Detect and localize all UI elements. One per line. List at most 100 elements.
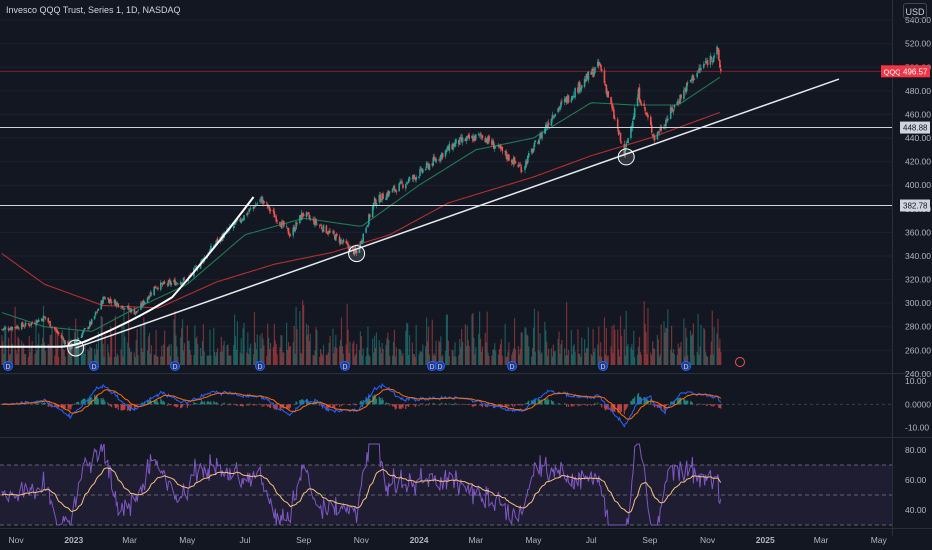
trend-drawings[interactable] [0,78,840,357]
volume-bar [466,325,468,365]
volume-bar [239,352,241,365]
candle-body [84,328,86,329]
candle-body [391,188,394,193]
volume-bar [48,347,50,365]
candle-body [259,199,261,203]
dividend-marker[interactable] [3,361,13,371]
candle-body [531,148,534,153]
volume-bar [574,351,576,365]
volume-bar [499,344,501,365]
volume-bar [253,312,256,365]
macd-histogram-bar [519,403,521,405]
macd-histogram-bar [521,404,523,406]
candle-body [636,97,639,107]
dividend-marker[interactable] [598,361,608,371]
candle-body [406,182,409,184]
macd-histogram-bar [581,404,583,406]
dividend-marker[interactable] [255,361,265,371]
dividend-marker[interactable] [340,361,350,371]
macd-histogram-bar [528,400,530,405]
candle-body [431,163,434,166]
dividend-marker[interactable] [507,361,517,371]
macd-histogram-bar [348,404,350,405]
volume-bar [268,337,270,365]
volume-bar [657,339,659,365]
dividend-marker-label: D [600,364,605,371]
macd-histogram-bar [57,404,59,408]
macd-histogram-bar [365,396,367,405]
circled-point[interactable] [67,339,85,357]
volume-bar [144,321,146,365]
candle-body [267,205,270,208]
volume-bar [107,344,109,365]
curved-trend-line[interactable] [0,196,255,348]
macd-histogram-bar [518,404,520,406]
volume-bar [634,356,636,365]
dividend-marker[interactable] [170,361,180,371]
macd-histogram-bar [620,404,623,412]
volume-bar [223,340,225,365]
earnings-marker[interactable] [735,357,745,367]
volume-bar [611,325,613,365]
circled-point[interactable] [617,148,635,166]
macd-histogram-bar [385,402,387,405]
volume-bar [303,305,305,365]
circled-point[interactable] [348,245,366,263]
macd-histogram-bar [577,404,579,407]
time-axis-label: Jul [586,535,597,545]
volume-bar [585,348,588,365]
volume-bar [508,342,510,365]
volume-bar [47,343,49,365]
macd-histogram-bar [623,404,625,415]
candle-body [1,328,3,330]
candle-body [580,85,583,89]
volume-bar [114,315,117,365]
volume-bar [481,346,484,365]
macd-histogram-bar [525,402,527,405]
macd-histogram-bar [169,404,171,406]
dividend-marker[interactable] [435,361,445,371]
trend-line[interactable] [75,78,840,349]
macd-histogram-bar [187,404,189,406]
macd-histogram-bar [300,400,302,405]
macd-histogram-bar [181,404,183,408]
candle-body [413,175,416,178]
volume-bar [704,329,706,365]
volume-bar [696,351,698,365]
horizontal-levels[interactable] [0,70,892,207]
volume-bar [660,324,662,365]
macd-histogram-bar [263,404,265,407]
volume-bar [169,356,171,365]
volume-bar [286,322,288,365]
candle-body [554,113,557,117]
dividend-marker[interactable] [89,361,99,371]
candle-body [611,103,613,108]
candle-body [481,135,484,139]
macd-histogram-bar [221,403,223,405]
macd-histogram-bar [319,404,321,406]
volume-bar [341,346,344,365]
volume-bar [407,323,409,365]
volume-bar [571,354,573,365]
currency-button[interactable]: USD [903,3,927,19]
candle-body [361,240,364,243]
volume-bar [580,356,582,365]
volume-bar [283,352,285,365]
volume-bar [644,323,646,365]
candle-body [501,146,504,152]
volume-bar [386,338,388,365]
candle-body [532,148,535,152]
candle-body [4,327,7,329]
macd-histogram-bar [631,400,633,405]
candle-body [3,327,6,330]
volume-bar [186,325,188,365]
macd-histogram-bar [645,399,647,405]
dividend-marker[interactable] [681,361,691,371]
candle-body [426,163,429,164]
macd-histogram-bar [136,404,138,407]
macd-histogram-bar [141,402,143,405]
volume-bar [547,355,549,365]
macd-histogram-bar [360,400,362,405]
